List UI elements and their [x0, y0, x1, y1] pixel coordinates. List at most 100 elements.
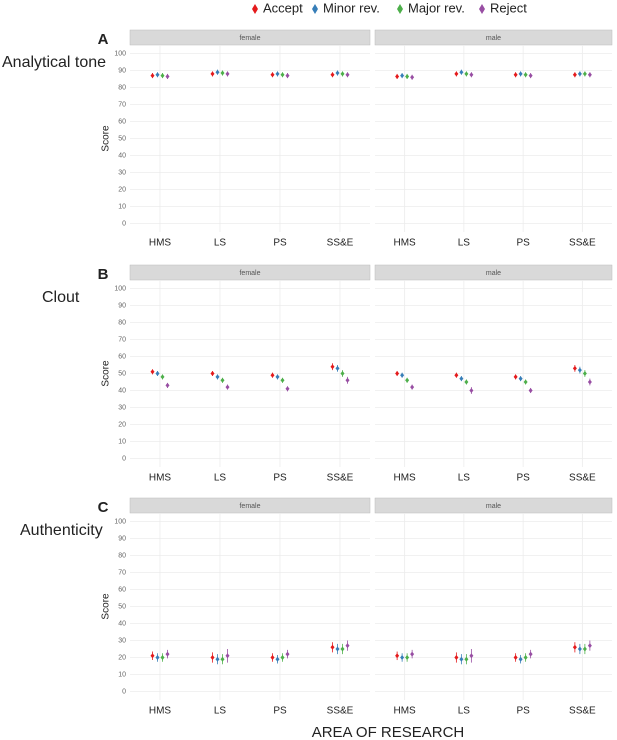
point — [469, 653, 474, 659]
point — [582, 371, 587, 376]
point — [165, 73, 170, 79]
y-tick-label: 20 — [118, 421, 126, 428]
x-tick-label: HMS — [149, 706, 172, 717]
point — [330, 72, 335, 78]
x-tick-label: HMS — [149, 473, 172, 484]
point — [400, 655, 405, 660]
legend-marker — [397, 4, 403, 14]
point — [335, 646, 340, 652]
point — [215, 374, 220, 380]
point — [220, 377, 225, 383]
point — [469, 388, 474, 393]
point — [587, 379, 592, 385]
facet-label: male — [486, 270, 501, 277]
facet-label: male — [486, 503, 501, 510]
point — [275, 656, 280, 662]
y-tick-label: 50 — [118, 135, 126, 142]
point — [340, 71, 345, 77]
y-tick-label: 0 — [122, 455, 126, 462]
point — [459, 69, 464, 75]
point — [330, 644, 335, 650]
y-tick-label: 40 — [118, 387, 126, 394]
point — [572, 644, 577, 650]
point — [345, 72, 350, 78]
point — [225, 71, 230, 77]
y-tick-label: 60 — [118, 353, 126, 360]
point — [150, 653, 155, 659]
point — [513, 374, 518, 380]
point — [572, 365, 577, 371]
facet-strip — [374, 29, 613, 46]
point — [454, 71, 459, 77]
panel-title: Clout — [42, 289, 80, 306]
point — [335, 70, 340, 76]
point — [155, 371, 160, 376]
x-tick-label: PS — [273, 706, 287, 717]
y-tick-label: 70 — [118, 569, 126, 576]
point — [528, 651, 533, 657]
y-tick-label: 90 — [118, 302, 126, 309]
facet-strip — [129, 264, 371, 281]
point — [587, 72, 592, 78]
point — [220, 656, 225, 662]
y-tick-label: 0 — [122, 688, 126, 695]
point — [150, 369, 155, 375]
y-tick-label: 70 — [118, 336, 126, 343]
y-tick-label: 80 — [118, 319, 126, 326]
y-tick-label: 60 — [118, 118, 126, 125]
point — [165, 382, 170, 388]
point — [454, 372, 459, 378]
x-tick-label: LS — [214, 706, 227, 717]
panel-title: Authenticity — [20, 522, 103, 539]
point — [464, 379, 469, 385]
point — [577, 71, 582, 77]
point — [210, 655, 215, 660]
point — [528, 73, 533, 79]
legend-label: Accept — [263, 0, 303, 15]
point — [335, 365, 340, 371]
x-tick-label: PS — [516, 238, 530, 249]
facet-strip — [129, 29, 371, 46]
point — [150, 73, 155, 79]
y-axis-label: Score — [101, 593, 112, 620]
point — [160, 374, 165, 380]
point — [225, 653, 230, 659]
point — [220, 70, 225, 76]
point — [572, 72, 577, 78]
y-tick-label: 20 — [118, 654, 126, 661]
point — [410, 651, 415, 657]
x-tick-label: HMS — [394, 706, 417, 717]
point — [523, 655, 528, 660]
point — [518, 71, 523, 77]
point — [523, 379, 528, 385]
y-tick-label: 0 — [122, 220, 126, 227]
y-tick-label: 10 — [118, 203, 126, 210]
x-tick-label: LS — [458, 473, 471, 484]
y-tick-label: 60 — [118, 586, 126, 593]
point — [459, 656, 464, 662]
facet-label: female — [239, 503, 260, 510]
x-tick-label: LS — [214, 238, 227, 249]
x-tick-label: HMS — [149, 238, 172, 249]
y-tick-label: 20 — [118, 186, 126, 193]
y-tick-label: 30 — [118, 169, 126, 176]
point — [270, 655, 275, 660]
facet-label: female — [239, 270, 260, 277]
point — [280, 72, 285, 78]
facet-label: male — [486, 35, 501, 42]
y-axis-label: Score — [101, 125, 112, 152]
y-tick-label: 30 — [118, 404, 126, 411]
point — [270, 72, 275, 78]
point — [340, 371, 345, 376]
y-tick-label: 40 — [118, 152, 126, 159]
point — [210, 71, 215, 77]
point — [395, 653, 400, 659]
point — [280, 655, 285, 660]
x-tick-label: PS — [273, 238, 287, 249]
point — [454, 655, 459, 660]
point — [469, 72, 474, 78]
x-tick-label: PS — [516, 473, 530, 484]
point — [587, 643, 592, 649]
point — [410, 384, 415, 390]
